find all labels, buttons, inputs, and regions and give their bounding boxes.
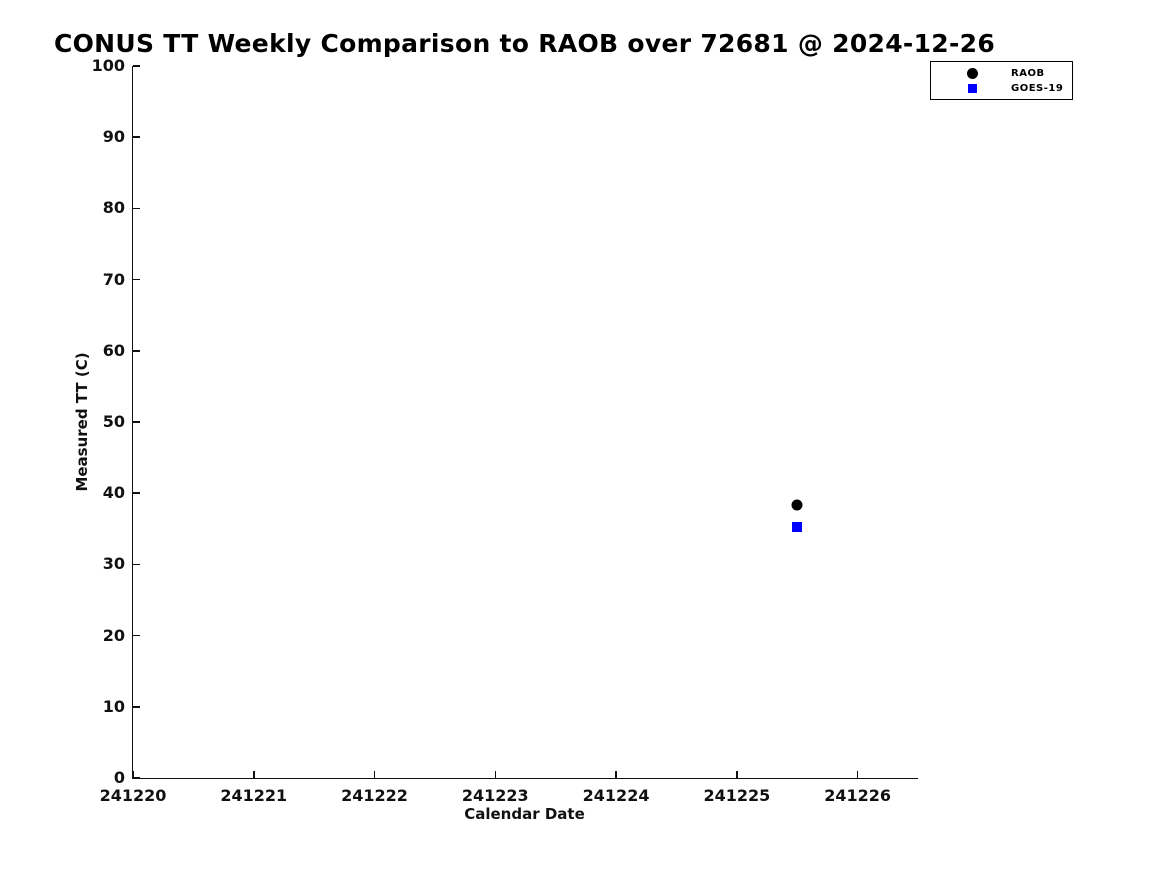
goes-19-marker-icon [965, 82, 979, 94]
y-tick [133, 777, 140, 779]
legend-label: RAOB [1011, 67, 1045, 79]
y-tick-label: 20 [102, 625, 125, 645]
y-tick-label: 40 [102, 483, 125, 503]
y-tick [133, 492, 140, 494]
y-tick [133, 706, 140, 708]
x-axis-label: Calendar Date [464, 805, 585, 823]
y-tick-label: 30 [102, 554, 125, 574]
x-tick [132, 771, 134, 778]
y-axis-label: Measured TT (C) [73, 352, 91, 492]
x-tick-label: 241224 [582, 786, 650, 805]
y-tick-label: 70 [102, 269, 125, 289]
y-tick [133, 65, 140, 67]
legend: RAOB GOES-19 [930, 61, 1073, 100]
y-tick-label: 100 [91, 56, 125, 75]
y-tick [133, 278, 140, 281]
y-tick [133, 421, 140, 423]
x-tick-label: 241222 [341, 786, 408, 805]
data-point-raob [791, 499, 803, 511]
y-tick-label: 60 [102, 340, 125, 360]
x-tick [494, 771, 497, 778]
x-tick-label: 241225 [703, 786, 771, 805]
raob-marker-icon [965, 67, 979, 79]
x-tick [615, 771, 617, 778]
x-tick [736, 771, 738, 778]
legend-item-raob: RAOB [931, 67, 1072, 79]
x-tick [856, 771, 859, 778]
x-tick [373, 771, 376, 778]
y-tick-label: 10 [102, 696, 125, 716]
x-tick [253, 771, 255, 778]
x-tick-label: 241223 [461, 786, 529, 805]
y-tick-label: 90 [102, 127, 125, 147]
legend-item-goes-19: GOES-19 [931, 82, 1072, 94]
data-point-goes-19 [792, 521, 803, 532]
chart-title: CONUS TT Weekly Comparison to RAOB over … [53, 29, 996, 58]
y-tick [133, 350, 140, 352]
y-tick-label: 50 [102, 412, 125, 431]
y-tick [133, 634, 140, 637]
x-tick-label: 241220 [99, 786, 167, 805]
y-tick [133, 207, 140, 210]
y-tick [133, 136, 140, 138]
plot-area: 241220 241221 241222 241223 241224 241225 2412… [92, 56, 918, 805]
x-tick-label: 241221 [220, 786, 288, 805]
legend-label: GOES-19 [1011, 82, 1064, 94]
y-tick-label: 0 [113, 768, 125, 787]
y-tick-label: 80 [102, 198, 125, 218]
x-tick-label: 241226 [824, 786, 891, 805]
y-tick [133, 563, 140, 566]
